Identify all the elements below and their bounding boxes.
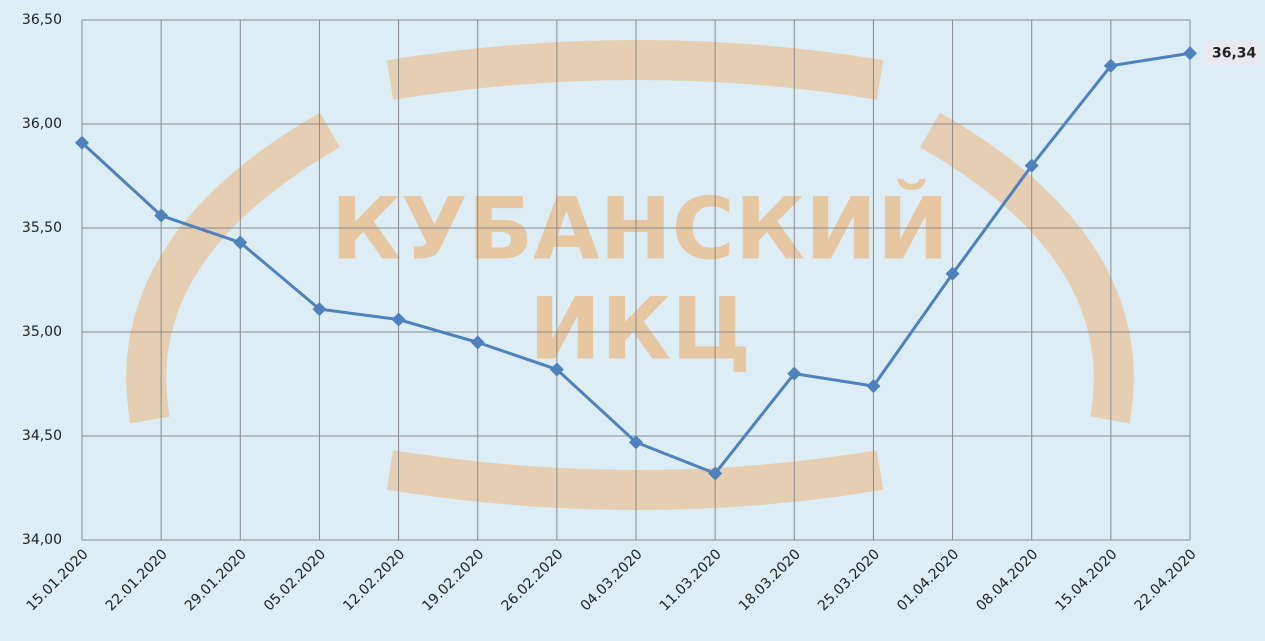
y-tick-label: 34,50	[22, 428, 62, 444]
y-tick-label: 34,00	[22, 532, 62, 548]
x-tick-label: 19.02.2020	[419, 546, 487, 614]
marker	[629, 435, 643, 450]
marker	[312, 302, 327, 317]
marker	[154, 208, 169, 223]
marker	[75, 135, 89, 150]
marker	[391, 312, 406, 327]
y-tick-label: 36,00	[22, 116, 62, 132]
y-tick-label: 35,50	[22, 220, 62, 236]
marker	[1024, 158, 1039, 173]
marker	[549, 362, 564, 377]
value-label-bg	[1204, 41, 1262, 66]
x-tick-label: 15.01.2020	[24, 546, 92, 614]
x-tick-label: 05.02.2020	[261, 546, 329, 614]
watermark-logo	[126, 40, 1134, 510]
x-tick-label: 22.01.2020	[103, 546, 171, 614]
x-tick-label: 22.04.2020	[1132, 546, 1200, 614]
x-tick-label: 11.03.2020	[657, 546, 725, 614]
marker	[708, 466, 723, 481]
marker	[1183, 46, 1197, 61]
y-tick-label: 35,00	[22, 324, 62, 340]
x-tick-label: 04.03.2020	[578, 546, 646, 614]
marker	[787, 366, 802, 381]
watermark: КУБАНСКИЙ	[331, 178, 949, 279]
y-tick-label: 36,50	[22, 12, 62, 28]
x-tick-label: 08.04.2020	[973, 546, 1041, 614]
x-tick-label: 15.04.2020	[1053, 546, 1121, 614]
watermark: ИКЦ	[529, 279, 751, 379]
x-tick-label: 18.03.2020	[736, 546, 804, 614]
marker	[1103, 58, 1118, 73]
x-tick-label: 29.01.2020	[182, 546, 250, 614]
marker	[233, 235, 248, 250]
x-tick-label: 01.04.2020	[894, 546, 962, 614]
x-tick-label: 12.02.2020	[340, 546, 408, 614]
marker	[945, 266, 960, 281]
marker	[470, 335, 485, 350]
x-tick-label: 25.03.2020	[815, 546, 883, 614]
x-tick-label: 26.02.2020	[499, 546, 567, 614]
value-label: 36,34	[1212, 45, 1257, 61]
marker	[866, 379, 881, 394]
